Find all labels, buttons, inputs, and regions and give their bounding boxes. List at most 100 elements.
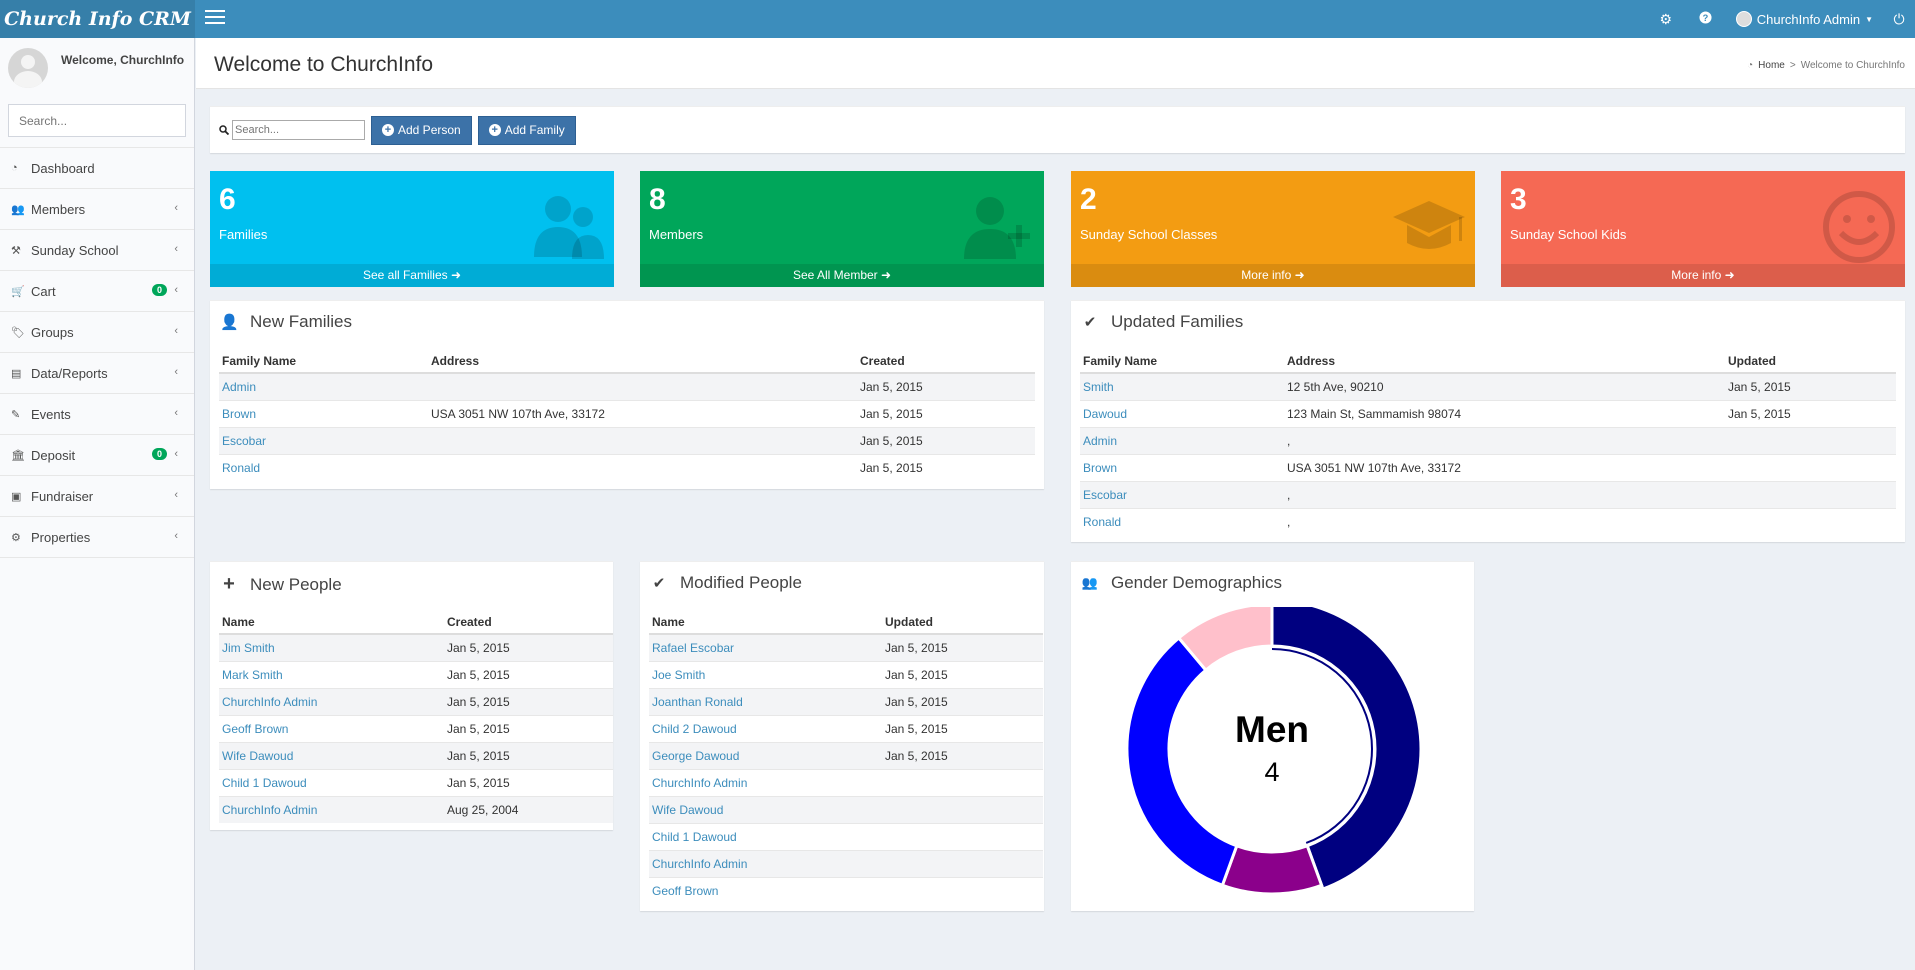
sidebar-item-members[interactable]: 👥 Members ‹ <box>0 189 194 230</box>
sidebar-item-events[interactable]: ✎ Events ‹ <box>0 394 194 435</box>
breadcrumb: ◔ Home > Welcome to ChurchInfo <box>1747 60 1905 71</box>
caret-down-icon: ▼ <box>1865 14 1873 24</box>
updated-families-panel: ✔ Updated Families Family Name Address U… <box>1071 300 1905 542</box>
row-link[interactable]: Escobar <box>222 433 267 448</box>
row-link[interactable]: Geoff Brown <box>652 883 719 898</box>
row-link[interactable]: ChurchInfo Admin <box>222 802 318 817</box>
donut-slice[interactable] <box>1125 635 1239 888</box>
row-link[interactable]: Jim Smith <box>222 640 275 655</box>
sidebar-item-label: Fundraiser <box>31 488 94 504</box>
row-link[interactable]: Brown <box>1083 460 1118 475</box>
sidebar-item-label: Events <box>31 406 71 422</box>
row-link[interactable]: Joe Smith <box>652 667 706 682</box>
see-all-members-link[interactable]: See All Member ➜ <box>640 264 1044 287</box>
donut-slice[interactable] <box>1220 843 1324 896</box>
sidebar-item-properties[interactable]: ⚙ Properties ‹ <box>0 517 194 558</box>
row-link[interactable]: George Dawoud <box>652 748 740 763</box>
donut-slice[interactable] <box>1176 607 1274 673</box>
cell-value: Jan 5, 2015 <box>860 379 923 394</box>
sidebar-item-deposit[interactable]: 🏛 Deposit ‹ 0 <box>0 435 194 476</box>
app-logo[interactable]: Church Info CRM <box>0 0 195 38</box>
donut-slice[interactable] <box>1270 607 1423 891</box>
row-link[interactable]: Escobar <box>1083 487 1128 502</box>
donut-center-value: 4 <box>1264 757 1280 787</box>
welcome-text: Welcome, ChurchInfo <box>61 53 185 67</box>
row-link[interactable]: Brown <box>222 406 257 421</box>
row-link[interactable]: Child 1 Dawoud <box>652 829 737 844</box>
cell-value: USA 3051 NW 107th Ave, 33172 <box>1287 460 1461 475</box>
quick-actions-bar: + Add Person + Add Family <box>210 106 1905 153</box>
person-search-input[interactable] <box>232 120 365 140</box>
sidebar-item-groups[interactable]: 🏷 Groups ‹ <box>0 312 194 353</box>
ticket-icon: ✎ <box>11 408 21 421</box>
plus-circle-icon: + <box>382 124 394 136</box>
table-row: Geoff Brown <box>649 876 1043 904</box>
chevron-left-icon: ‹ <box>174 407 178 419</box>
row-link[interactable]: Ronald <box>222 460 261 475</box>
panel-header: 👥 Gender Demographics <box>1081 573 1282 593</box>
gender-donut-chart[interactable] <box>1071 607 1474 907</box>
row-link[interactable]: Ronald <box>1083 514 1122 529</box>
table-row: Child 1 Dawoud <box>649 822 1043 850</box>
add-family-button[interactable]: + Add Family <box>477 115 576 145</box>
sidebar-item-label: Members <box>31 201 86 217</box>
row-link[interactable]: ChurchInfo Admin <box>652 856 748 871</box>
table-cell: Jan 5, 2015 <box>857 453 1035 481</box>
row-link[interactable]: ChurchInfo Admin <box>222 694 318 709</box>
row-link[interactable]: Child 2 Dawoud <box>652 721 737 736</box>
row-link[interactable]: Joanthan Ronald <box>652 694 743 709</box>
power-icon[interactable]: ⏻ <box>1893 10 1905 27</box>
search-icon <box>219 123 230 138</box>
sidebar-item-fundraiser[interactable]: ▣ Fundraiser ‹ <box>0 476 194 517</box>
kids-more-info-link[interactable]: More info ➜ <box>1501 264 1905 287</box>
add-person-button[interactable]: + Add Person <box>371 115 472 145</box>
column-header: Name <box>649 611 882 635</box>
panel-header: ✔ Modified People <box>650 573 802 593</box>
row-link[interactable]: Wife Dawoud <box>222 748 294 763</box>
column-header: Created <box>444 611 613 635</box>
row-link[interactable]: ChurchInfo Admin <box>652 775 748 790</box>
table-row: Rafael Escobar Jan 5, 2015 <box>649 633 1043 661</box>
page-title: Welcome to ChurchInfo <box>214 53 434 76</box>
table-cell: 123 Main St, Sammamish 98074 <box>1284 399 1725 427</box>
sidebar-item-sunday-school[interactable]: ⚒ Sunday School ‹ <box>0 230 194 271</box>
row-link[interactable]: Child 1 Dawoud <box>222 775 307 790</box>
settings-icon[interactable]: ⚙ <box>1659 10 1673 27</box>
row-link[interactable]: Wife Dawoud <box>652 802 724 817</box>
row-link[interactable]: Admin <box>222 379 257 394</box>
table-cell: Rafael Escobar <box>649 633 882 661</box>
see-all-families-link[interactable]: See all Families ➜ <box>210 264 614 287</box>
table-cell: Wife Dawoud <box>649 795 882 823</box>
user-plus-icon <box>958 187 1038 270</box>
row-link[interactable]: Admin <box>1083 433 1118 448</box>
sidebar-item-dashboard[interactable]: ◔ Dashboard <box>0 148 194 189</box>
link-label: See all Families <box>362 268 448 282</box>
money-icon: ▣ <box>11 490 22 503</box>
breadcrumb-current: Welcome to ChurchInfo <box>1800 60 1905 71</box>
breadcrumb-home[interactable]: Home <box>1758 60 1785 71</box>
stat-label: Sunday School Classes <box>1080 227 1218 242</box>
sidebar-search-input[interactable] <box>8 104 186 137</box>
table-cell <box>1725 426 1896 454</box>
classes-more-info-link[interactable]: More info ➜ <box>1071 264 1475 287</box>
avatar <box>8 48 48 88</box>
row-link[interactable]: Mark Smith <box>222 667 283 682</box>
row-link[interactable]: Geoff Brown <box>222 721 289 736</box>
table-cell: Jan 5, 2015 <box>444 687 613 715</box>
sidebar-item-data-reports[interactable]: ▤ Data/Reports ‹ <box>0 353 194 394</box>
new-families-panel: 👤 New Families Family Name Address Creat… <box>210 300 1044 489</box>
table-row: ChurchInfo Admin <box>649 768 1043 796</box>
row-link[interactable]: Dawoud <box>1083 406 1128 421</box>
sidebar-toggle-icon[interactable] <box>205 10 225 28</box>
user-menu-dropdown[interactable]: ChurchInfo Admin ▼ <box>1726 11 1883 27</box>
row-link[interactable]: Smith <box>1083 379 1114 394</box>
sidebar-item-cart[interactable]: 🛒 Cart ‹ 0 <box>0 271 194 312</box>
table-row: Wife Dawoud <box>649 795 1043 823</box>
sidebar-menu: ◔ Dashboard 👥 Members ‹ ⚒ Sunday School ‹ 🛒 Cart ‹… <box>0 147 194 558</box>
table-cell: ChurchInfo Admin <box>219 687 444 715</box>
help-icon[interactable]: ? <box>1686 11 1726 27</box>
file-icon: ▤ <box>11 367 22 380</box>
cell-value: , <box>1287 514 1291 529</box>
row-link[interactable]: Rafael Escobar <box>652 640 735 655</box>
table-cell: Jan 5, 2015 <box>1725 372 1896 400</box>
